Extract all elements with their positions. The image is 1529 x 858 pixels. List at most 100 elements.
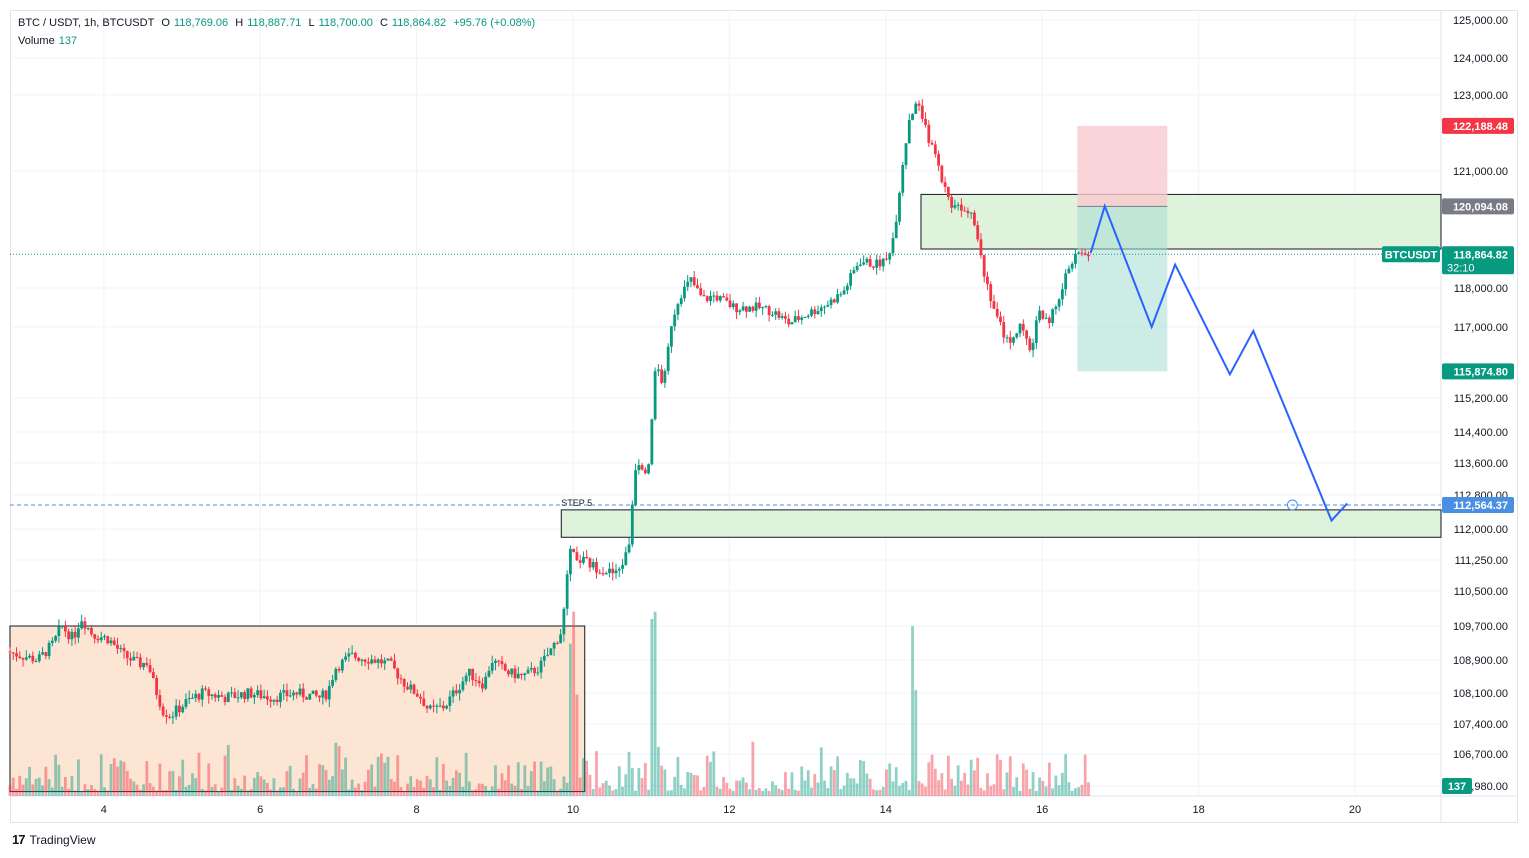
candle[interactable] xyxy=(93,634,97,639)
candle[interactable] xyxy=(96,638,100,641)
candle[interactable] xyxy=(308,693,312,700)
candle[interactable] xyxy=(676,304,680,315)
zone-supply[interactable] xyxy=(920,193,1442,250)
candle[interactable] xyxy=(784,316,787,319)
candle[interactable] xyxy=(881,258,885,267)
candle[interactable] xyxy=(976,225,980,240)
candle[interactable] xyxy=(471,668,475,681)
candle[interactable] xyxy=(699,288,703,296)
candle[interactable] xyxy=(412,684,416,694)
candle[interactable] xyxy=(402,679,406,687)
candle[interactable] xyxy=(660,369,664,383)
candle[interactable] xyxy=(1047,317,1051,323)
candle[interactable] xyxy=(937,154,940,166)
candle[interactable] xyxy=(252,694,256,698)
candle[interactable] xyxy=(546,655,550,657)
position-stop-zone[interactable] xyxy=(1077,125,1168,207)
candle[interactable] xyxy=(151,672,155,678)
candle[interactable] xyxy=(956,204,960,206)
candle[interactable] xyxy=(83,621,87,629)
candle[interactable] xyxy=(204,688,207,690)
zone-demand[interactable] xyxy=(560,509,1442,538)
candle[interactable] xyxy=(1015,333,1019,338)
candle[interactable] xyxy=(731,303,735,307)
candle[interactable] xyxy=(865,258,869,263)
candle[interactable] xyxy=(99,637,103,641)
candle[interactable] xyxy=(966,210,970,214)
candle[interactable] xyxy=(536,672,540,674)
candle[interactable] xyxy=(298,688,302,695)
candle[interactable] xyxy=(614,570,618,574)
candle[interactable] xyxy=(386,658,390,661)
candle[interactable] xyxy=(549,648,553,656)
candle[interactable] xyxy=(777,311,781,318)
candle[interactable] xyxy=(145,662,149,666)
candle[interactable] xyxy=(523,673,527,676)
candle[interactable] xyxy=(940,165,944,183)
candle[interactable] xyxy=(383,660,387,664)
candle[interactable] xyxy=(1064,273,1068,290)
candle[interactable] xyxy=(992,301,996,309)
candle[interactable] xyxy=(327,685,331,700)
candle[interactable] xyxy=(77,628,80,638)
candle[interactable] xyxy=(243,692,246,699)
candle[interactable] xyxy=(1054,306,1058,310)
candle[interactable] xyxy=(200,688,204,700)
candle[interactable] xyxy=(582,556,585,563)
candle[interactable] xyxy=(194,693,198,698)
candle[interactable] xyxy=(340,659,344,671)
candle[interactable] xyxy=(259,690,263,699)
candle[interactable] xyxy=(31,655,35,662)
candle[interactable] xyxy=(63,626,67,632)
candle[interactable] xyxy=(862,262,866,265)
candle[interactable] xyxy=(226,692,230,703)
candle[interactable] xyxy=(656,369,660,372)
candle[interactable] xyxy=(86,627,90,629)
candle[interactable] xyxy=(1044,317,1048,319)
candle[interactable] xyxy=(239,692,243,698)
candle[interactable] xyxy=(927,124,931,143)
candle[interactable] xyxy=(901,164,905,193)
candle[interactable] xyxy=(376,659,380,663)
candle[interactable] xyxy=(292,692,295,696)
candle[interactable] xyxy=(565,574,569,609)
candle[interactable] xyxy=(497,660,501,662)
candle[interactable] xyxy=(529,668,533,670)
candle[interactable] xyxy=(513,668,517,679)
candle[interactable] xyxy=(982,255,986,277)
candle[interactable] xyxy=(324,690,328,700)
candle[interactable] xyxy=(666,346,670,372)
candle[interactable] xyxy=(181,706,185,713)
candle[interactable] xyxy=(611,568,615,574)
candle[interactable] xyxy=(380,659,383,664)
candle[interactable] xyxy=(650,419,654,465)
candle[interactable] xyxy=(275,699,279,702)
candle[interactable] xyxy=(1031,342,1035,351)
candle[interactable] xyxy=(767,306,771,316)
candle[interactable] xyxy=(819,307,823,312)
candle[interactable] xyxy=(836,294,839,303)
candle[interactable] xyxy=(555,642,559,644)
candle[interactable] xyxy=(816,311,820,315)
candle[interactable] xyxy=(389,658,393,661)
candle[interactable] xyxy=(490,662,494,671)
candle[interactable] xyxy=(683,286,686,299)
candle[interactable] xyxy=(448,696,452,706)
candle[interactable] xyxy=(18,656,22,658)
candle[interactable] xyxy=(305,697,308,700)
candle[interactable] xyxy=(774,311,778,315)
candle[interactable] xyxy=(269,699,273,702)
candle[interactable] xyxy=(1005,337,1009,339)
candle[interactable] xyxy=(357,657,361,661)
candle[interactable] xyxy=(790,322,794,325)
candle[interactable] xyxy=(428,705,432,709)
candle[interactable] xyxy=(1008,337,1012,343)
candle[interactable] xyxy=(634,470,637,505)
candle[interactable] xyxy=(715,295,719,301)
candle[interactable] xyxy=(34,661,38,663)
candle[interactable] xyxy=(924,118,927,125)
candle[interactable] xyxy=(852,270,856,274)
candle[interactable] xyxy=(930,142,934,145)
candle[interactable] xyxy=(696,285,699,289)
